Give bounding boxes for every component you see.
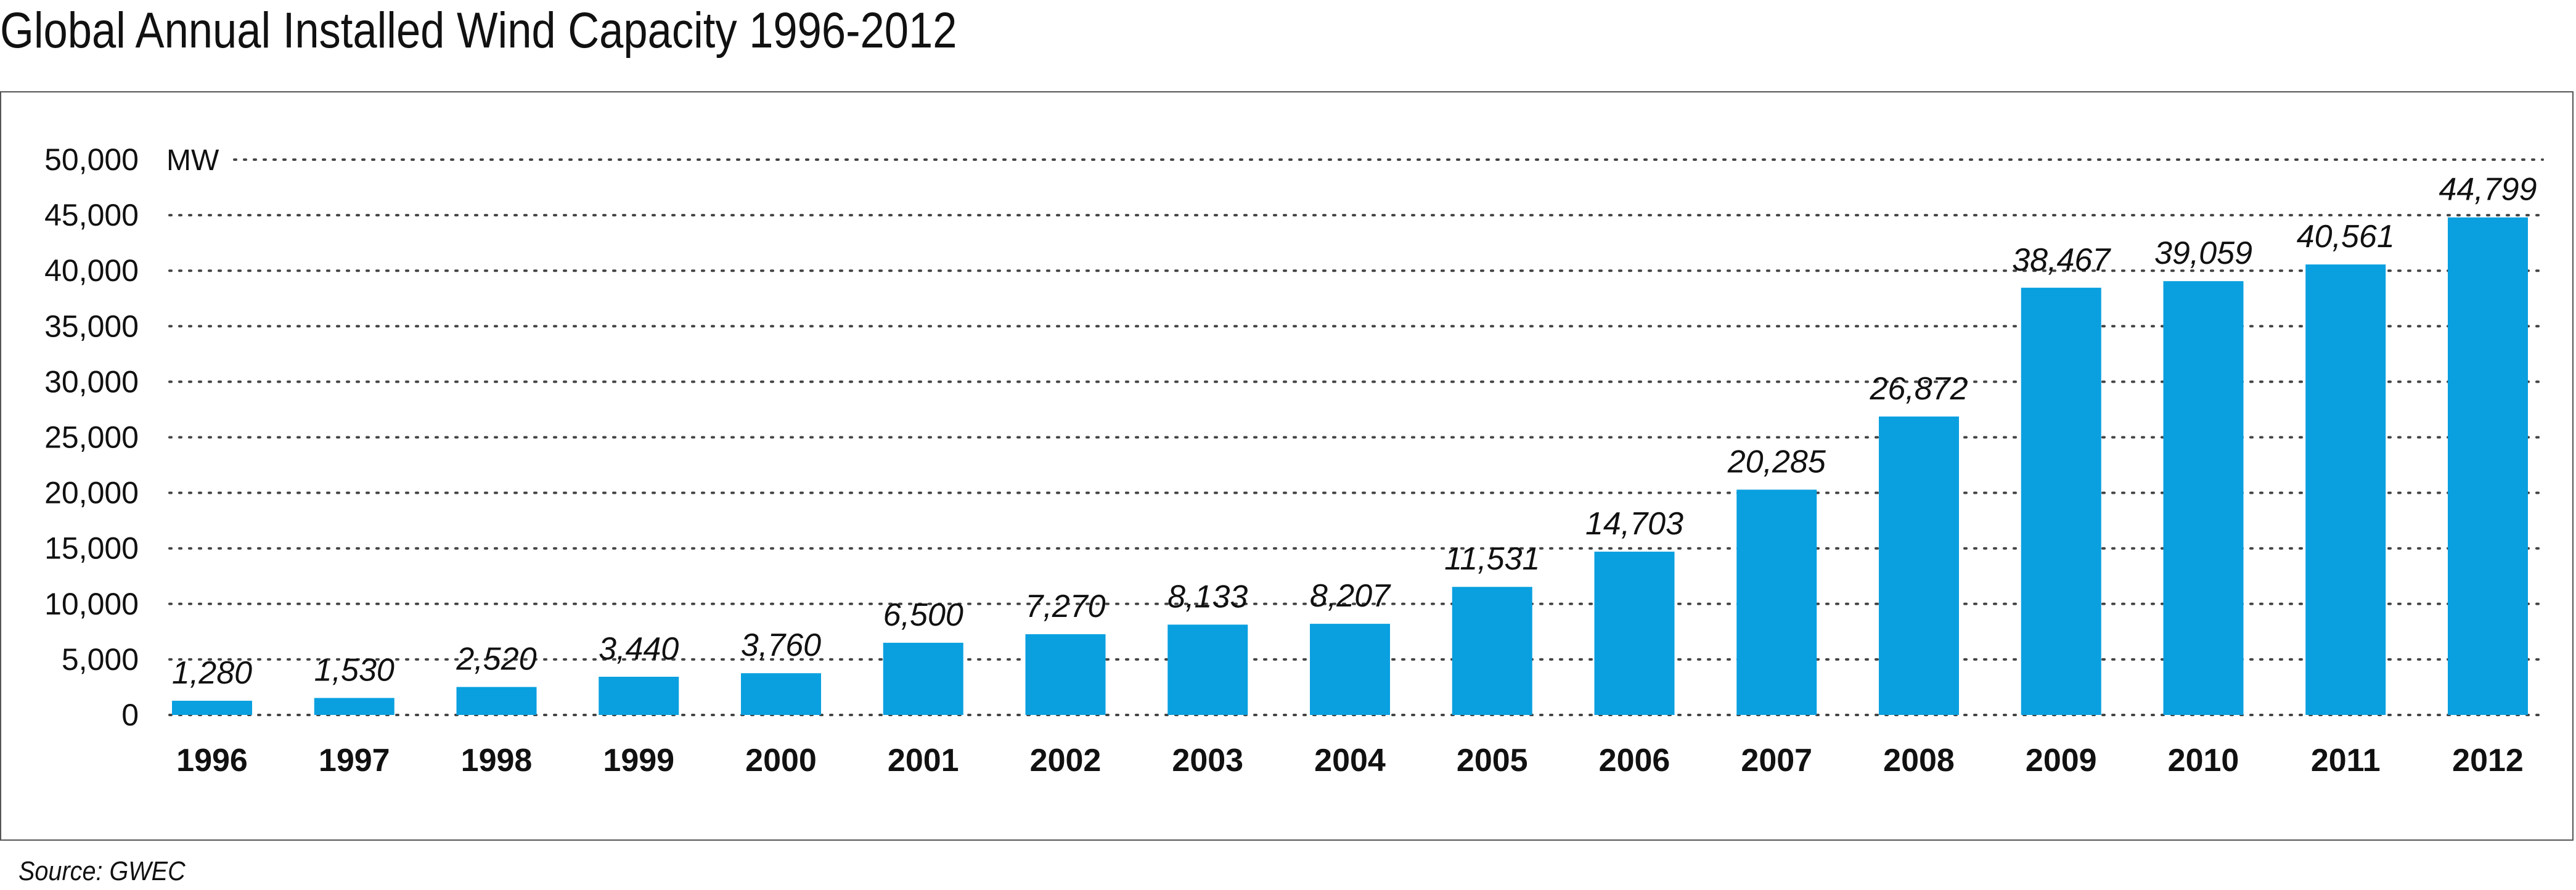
x-tick-label-2007: 2007 — [1741, 743, 1812, 778]
x-tick-label-2004: 2004 — [1314, 743, 1386, 778]
data-label-1998: 2,520 — [456, 642, 536, 677]
y-tick-label: 0 — [121, 698, 139, 732]
y-tick-label: 50,000 — [44, 142, 139, 177]
data-label-1996: 1,280 — [172, 655, 252, 691]
x-tick-label-2003: 2003 — [1172, 743, 1243, 778]
data-label-1999: 3,440 — [599, 631, 679, 667]
x-tick-label-2001: 2001 — [888, 743, 959, 778]
bar-1998 — [456, 687, 537, 715]
data-label-2006: 14,703 — [1585, 506, 1683, 542]
bar-2003 — [1167, 624, 1248, 715]
bar-2001 — [883, 642, 963, 715]
data-label-1997: 1,530 — [314, 652, 395, 688]
bar-2011 — [2305, 264, 2386, 715]
bar-2007 — [1736, 489, 1817, 715]
y-tick-label: 25,000 — [44, 420, 139, 455]
data-label-2001: 6,500 — [883, 597, 963, 633]
data-label-2002: 7,270 — [1025, 589, 1105, 624]
bar-2006 — [1594, 552, 1675, 715]
x-tick-label-2009: 2009 — [2026, 743, 2097, 778]
data-label-2012: 44,799 — [2439, 172, 2537, 208]
x-tick-label-1999: 1999 — [603, 743, 674, 778]
bar-2009 — [2021, 287, 2101, 715]
x-tick-label-1998: 1998 — [461, 743, 533, 778]
data-label-2011: 40,561 — [2297, 219, 2395, 255]
y-tick-label: 45,000 — [44, 198, 139, 232]
bar-2010 — [2163, 281, 2244, 715]
x-tick-label-2012: 2012 — [2452, 743, 2524, 778]
data-label-2008: 26,872 — [1869, 371, 1968, 407]
data-label-2003: 8,133 — [1167, 579, 1248, 614]
x-tick-label-2000: 2000 — [745, 743, 817, 778]
x-tick-label-2011: 2011 — [2311, 743, 2381, 778]
x-tick-label-2006: 2006 — [1599, 743, 1670, 778]
x-axis-labels: 1996 1997 1998 1999 2000 2001 2002 2003 2004 2005… — [176, 743, 2524, 778]
source-note: Source: GWEC — [18, 856, 186, 886]
bar-1997 — [314, 698, 395, 715]
y-axis-ticks: 0 5,000 10,000 15,000 20,000 25,000 30,000 35,0… — [44, 142, 139, 732]
x-tick-label-1997: 1997 — [319, 743, 390, 778]
data-label-2000: 3,760 — [741, 627, 821, 663]
bar-2002 — [1025, 634, 1106, 715]
bar-2000 — [741, 673, 821, 715]
y-tick-label: 40,000 — [44, 253, 139, 288]
y-tick-label: 30,000 — [44, 364, 139, 399]
bar-2005 — [1452, 587, 1532, 715]
data-label-2009: 38,467 — [2012, 242, 2111, 278]
bar-2008 — [1879, 416, 1959, 715]
y-tick-label: 35,000 — [44, 309, 139, 343]
bar-2012 — [2448, 217, 2528, 715]
chart-frame — [0, 91, 2574, 841]
data-label-2007: 20,285 — [1727, 444, 1826, 480]
data-label-2005: 11,531 — [1444, 541, 1540, 577]
data-labels: 1,280 1,530 2,520 3,440 3,760 6,500 7,270 8,133… — [172, 172, 2537, 691]
y-tick-label: 20,000 — [44, 476, 139, 510]
y-tick-label: 10,000 — [44, 587, 139, 621]
y-tick-label: 5,000 — [62, 642, 139, 677]
bars — [172, 217, 2528, 715]
chart-title: Global Annual Installed Wind Capacity 19… — [0, 2, 957, 59]
y-tick-label: 15,000 — [44, 531, 139, 566]
bar-1996 — [172, 700, 252, 715]
bar-1999 — [599, 677, 679, 715]
data-label-2004: 8,207 — [1310, 578, 1391, 614]
x-tick-label-2010: 2010 — [2168, 743, 2239, 778]
x-tick-label-2008: 2008 — [1883, 743, 1955, 778]
x-tick-label-1996: 1996 — [176, 743, 248, 778]
bar-2004 — [1310, 624, 1390, 715]
x-tick-label-2002: 2002 — [1030, 743, 1102, 778]
data-label-2010: 39,059 — [2154, 235, 2252, 271]
y-axis-unit-label: MW — [166, 144, 219, 177]
x-tick-label-2005: 2005 — [1457, 743, 1528, 778]
